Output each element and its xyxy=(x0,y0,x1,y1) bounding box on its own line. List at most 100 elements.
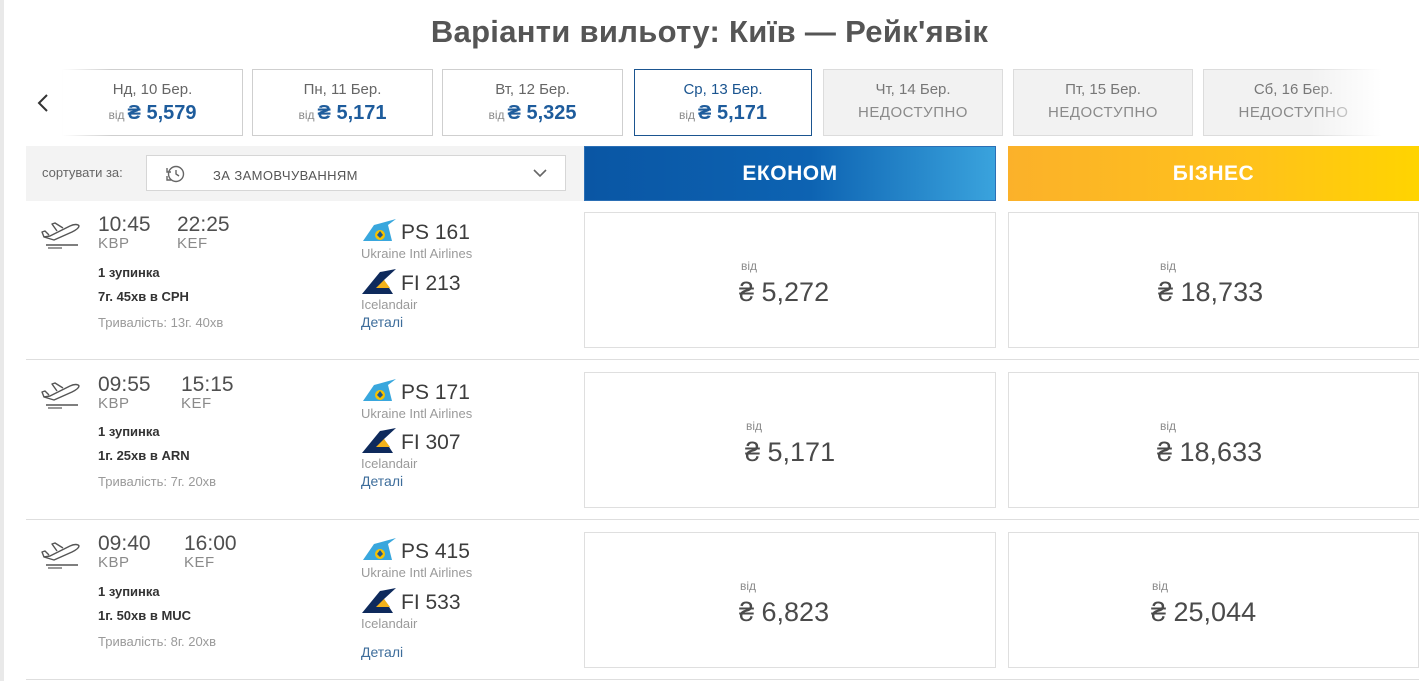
price-amount: ₴ 5,171 xyxy=(317,102,387,124)
departure-airport: KBP xyxy=(98,395,130,412)
unavailable-label: НЕДОСТУПНО xyxy=(1238,104,1349,121)
business-price-button[interactable]: від ₴ 18,733 xyxy=(1008,212,1419,348)
date-card-mar-11[interactable]: Пн, 11 Бер. від ₴ 5,171 xyxy=(252,69,433,136)
departure-time: 09:40 xyxy=(98,532,151,555)
date-price: від ₴ 5,171 xyxy=(635,102,811,125)
date-card-mar-16[interactable]: Сб, 16 Бер. НЕДОСТУПНО xyxy=(1203,69,1382,136)
arrival-time: 22:25 xyxy=(177,213,230,236)
airline-name: Icelandair xyxy=(361,616,418,631)
price-from-label: від xyxy=(298,108,315,122)
economy-class-header: ЕКОНОМ xyxy=(584,146,996,201)
date-label: Нд, 10 Бер. xyxy=(112,81,193,98)
flight-number: PS 161 xyxy=(401,221,470,244)
price-amount: ₴ 5,579 xyxy=(127,102,197,124)
uia-logo-icon xyxy=(363,379,396,401)
flight-row: 10:45 22:25 KBP KEF 1 зупинка 7г. 45хв в… xyxy=(26,201,1419,360)
flight-number: FI 533 xyxy=(401,591,461,614)
date-price: від ₴ 5,579 xyxy=(63,102,242,125)
uia-logo-icon xyxy=(363,538,396,560)
business-price-button[interactable]: від ₴ 25,044 xyxy=(1008,532,1419,668)
date-label: Чт, 14 Бер. xyxy=(875,81,951,98)
plane-departure-icon xyxy=(41,542,80,569)
arrival-airport: KEF xyxy=(177,235,208,252)
economy-price-button[interactable]: від ₴ 5,171 xyxy=(584,372,996,508)
airline-name: Ukraine Intl Airlines xyxy=(361,246,473,261)
sort-label: сортувати за: xyxy=(42,165,123,180)
stops-count: 1 зупинка xyxy=(98,584,160,599)
flight-row: 09:55 15:15 KBP KEF 1 зупинка 1г. 25хв в… xyxy=(26,361,1419,520)
chevron-down-icon xyxy=(533,169,547,178)
business-price: ₴ 18,633 xyxy=(1157,437,1263,467)
airline-name: Icelandair xyxy=(361,456,418,471)
date-price: від ₴ 5,325 xyxy=(443,102,622,125)
date-prev-button[interactable] xyxy=(30,86,56,120)
sort-select[interactable]: ЗА ЗАМОВЧУВАННЯМ xyxy=(146,155,566,191)
flight-number: FI 213 xyxy=(401,272,461,295)
economy-price-button[interactable]: від ₴ 6,823 xyxy=(584,532,996,668)
flight-duration: Тривалість: 8г. 20хв xyxy=(98,634,217,649)
price-from-label: від xyxy=(746,419,763,433)
uia-logo-icon xyxy=(363,219,396,241)
economy-price-button[interactable]: від ₴ 5,272 xyxy=(584,212,996,348)
economy-price: ₴ 5,272 xyxy=(739,277,830,307)
date-card-mar-13[interactable]: Ср, 13 Бер. від ₴ 5,171 xyxy=(634,69,812,136)
business-price: ₴ 18,733 xyxy=(1158,277,1264,307)
arrival-time: 15:15 xyxy=(181,373,234,396)
icelandair-logo-icon xyxy=(362,269,396,294)
price-from-label: від xyxy=(679,108,696,122)
arrival-airport: KEF xyxy=(184,554,215,571)
stops-count: 1 зупинка xyxy=(98,265,160,280)
business-class-header: БІЗНЕС xyxy=(1008,146,1419,201)
business-price: ₴ 25,044 xyxy=(1151,597,1257,627)
date-card-mar-14[interactable]: Чт, 14 Бер. НЕДОСТУПНО xyxy=(823,69,1003,136)
date-card-mar-12[interactable]: Вт, 12 Бер. від ₴ 5,325 xyxy=(442,69,623,136)
price-from-label: від xyxy=(1152,579,1169,593)
icelandair-logo-icon xyxy=(362,588,396,613)
date-label: Ср, 13 Бер. xyxy=(683,81,763,98)
date-label: Сб, 16 Бер. xyxy=(1253,81,1334,98)
flight-number: PS 171 xyxy=(401,381,470,404)
airline-name: Ukraine Intl Airlines xyxy=(361,406,473,421)
icelandair-logo-icon xyxy=(362,428,396,453)
arrival-airport: KEF xyxy=(181,395,212,412)
date-card-mar-10[interactable]: Нд, 10 Бер. від ₴ 5,579 xyxy=(62,69,243,136)
date-label: Вт, 12 Бер. xyxy=(495,81,570,98)
arrival-time: 16:00 xyxy=(184,532,237,555)
page-edge xyxy=(0,0,4,681)
details-link[interactable]: Деталі xyxy=(361,473,404,489)
plane-departure-icon xyxy=(41,382,80,409)
layover-info: 1г. 25хв в ARN xyxy=(98,448,190,463)
chevron-left-icon xyxy=(37,94,48,112)
sort-clock-icon xyxy=(166,165,185,183)
sort-bar: сортувати за: ЗА ЗАМОВЧУВАННЯМ xyxy=(26,146,584,201)
price-from-label: від xyxy=(740,579,757,593)
price-from-label: від xyxy=(1160,419,1177,433)
price-amount: ₴ 5,325 xyxy=(507,102,577,124)
layover-info: 1г. 50хв в MUC xyxy=(98,608,192,623)
date-card-mar-15[interactable]: Пт, 15 Бер. НЕДОСТУПНО xyxy=(1013,69,1193,136)
page-title: Варіанти вильоту: Київ — Рейк'явік xyxy=(430,14,989,49)
unavailable-label: НЕДОСТУПНО xyxy=(858,104,968,121)
flight-duration: Тривалість: 7г. 20хв xyxy=(98,474,217,489)
date-strip: Нд, 10 Бер. від ₴ 5,579 Пн, 11 Бер. від ₴ … xyxy=(62,69,1382,137)
details-link[interactable]: Деталі xyxy=(361,644,404,660)
business-price-button[interactable]: від ₴ 18,633 xyxy=(1008,372,1419,508)
details-link[interactable]: Деталі xyxy=(361,314,404,330)
departure-time: 09:55 xyxy=(98,373,151,396)
date-label: Пт, 15 Бер. xyxy=(1065,81,1141,98)
economy-price: ₴ 6,823 xyxy=(739,597,830,627)
departure-airport: KBP xyxy=(98,235,130,252)
price-amount: ₴ 5,171 xyxy=(698,102,767,124)
layover-info: 7г. 45хв в CPH xyxy=(98,289,189,304)
departure-airport: KBP xyxy=(98,554,130,571)
economy-price: ₴ 5,171 xyxy=(745,437,836,467)
price-from-label: від xyxy=(741,259,758,273)
departure-time: 10:45 xyxy=(98,213,151,236)
airline-name: Icelandair xyxy=(361,297,418,312)
date-price: від ₴ 5,171 xyxy=(253,102,432,125)
price-from-label: від xyxy=(1160,259,1177,273)
sort-value: ЗА ЗАМОВЧУВАННЯМ xyxy=(213,168,358,183)
flight-number: FI 307 xyxy=(401,431,461,454)
flight-duration: Тривалість: 13г. 40хв xyxy=(98,315,224,330)
price-from-label: від xyxy=(488,108,505,122)
